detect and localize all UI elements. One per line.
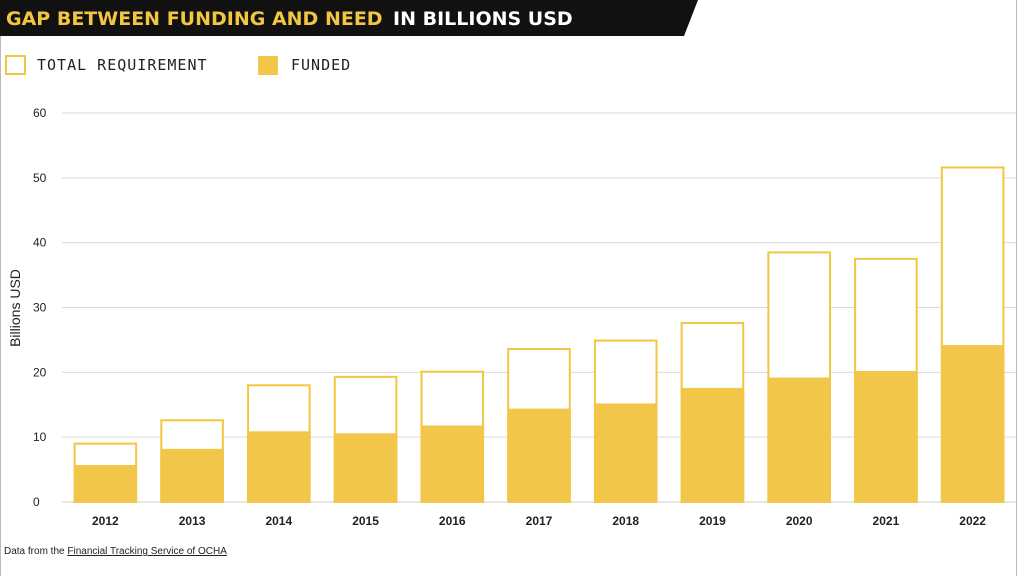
title-banner: GAP BETWEEN FUNDING AND NEED IN BILLIONS…	[0, 0, 698, 36]
y-tick-label: 40	[33, 236, 47, 250]
y-tick-label: 50	[33, 171, 47, 185]
y-axis-ticks: 0 10 20 30 40 50 60	[33, 106, 47, 509]
title-highlight: GAP BETWEEN FUNDING AND NEED	[6, 8, 383, 30]
legend-label-funded: FUNDED	[291, 56, 351, 74]
bar-funded-2014	[247, 431, 311, 502]
x-axis-ticks: 2012 2013 2014 2015 2016 2017 2018 2019 2020 2021…	[92, 514, 986, 528]
bar-funded-2020	[767, 377, 831, 502]
x-tick-label: 2020	[786, 514, 813, 528]
bar-funded-2017	[507, 408, 571, 502]
x-tick-label: 2012	[92, 514, 119, 528]
y-tick-label: 10	[33, 430, 47, 444]
legend: TOTAL REQUIREMENT FUNDED	[5, 55, 351, 75]
x-tick-label: 2016	[439, 514, 466, 528]
y-axis-label: Billions USD	[7, 269, 23, 347]
title-rest: IN BILLIONS USD	[393, 8, 573, 30]
source-prefix: Data from the	[4, 546, 67, 557]
x-tick-label: 2017	[526, 514, 553, 528]
y-tick-label: 0	[33, 495, 40, 509]
x-tick-label: 2014	[265, 514, 292, 528]
bar-funded-2021	[854, 371, 918, 502]
bar-funded-2018	[593, 403, 658, 502]
x-tick-label: 2015	[352, 514, 379, 528]
x-tick-label: 2022	[959, 514, 986, 528]
y-tick-label: 60	[33, 106, 47, 120]
title-banner-background	[0, 0, 698, 36]
source-link[interactable]: Financial Tracking Service of OCHA	[67, 546, 227, 557]
legend-swatch-funded	[258, 56, 278, 75]
y-tick-label: 30	[33, 301, 47, 315]
legend-swatch-total	[5, 55, 26, 75]
bar-funded-2012	[73, 465, 138, 502]
x-tick-label: 2021	[873, 514, 900, 528]
legend-label-total: TOTAL REQUIREMENT	[37, 56, 208, 74]
source-note: Data from the Financial Tracking Service…	[4, 546, 227, 557]
bar-funded-2013	[160, 448, 224, 502]
bars	[73, 166, 1005, 504]
x-tick-label: 2018	[612, 514, 639, 528]
y-tick-label: 20	[33, 365, 47, 379]
x-tick-label: 2013	[179, 514, 206, 528]
bar-funded-2019	[680, 387, 745, 502]
bar-funded-2015	[333, 433, 398, 502]
x-tick-label: 2019	[699, 514, 726, 528]
bar-funded-2022	[940, 345, 1005, 502]
chart-title: GAP BETWEEN FUNDING AND NEED IN BILLIONS…	[6, 8, 573, 30]
bar-funded-2016	[420, 425, 485, 502]
